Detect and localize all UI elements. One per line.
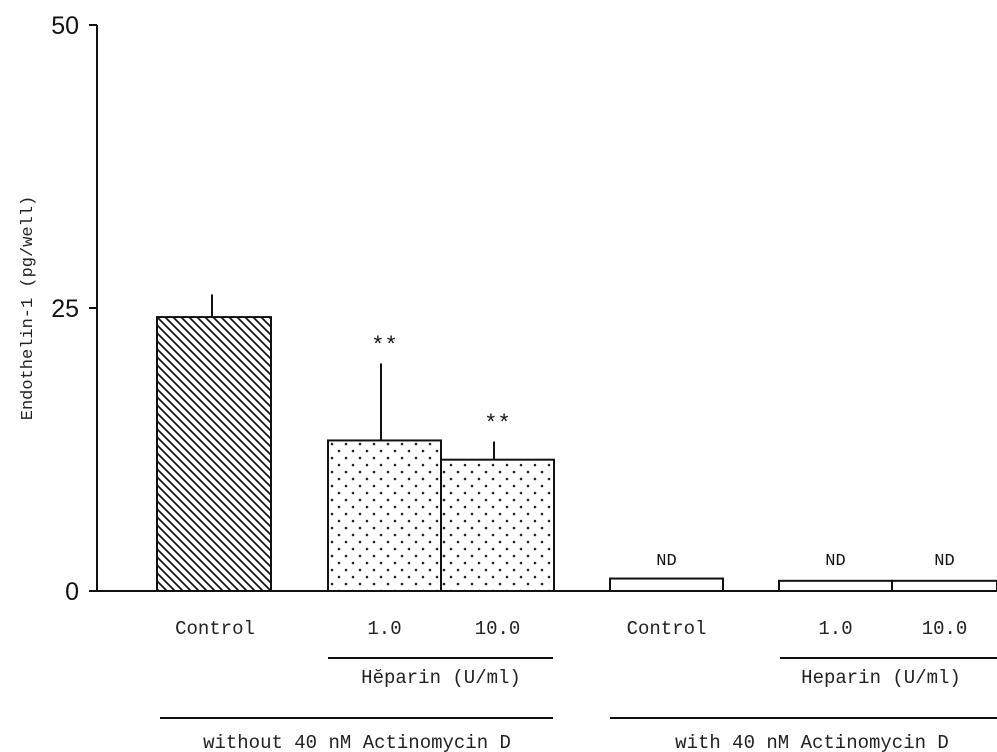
group-label-1: without 40 nM Actinomycin D [203, 732, 511, 752]
y-ticks: 0 25 50 [51, 12, 97, 606]
bar-2-1 [609, 577, 724, 592]
bar-1-2 [327, 439, 442, 592]
bar-1-3 [440, 458, 555, 592]
significance-marker: ** [371, 333, 397, 358]
y-tick-label: 50 [51, 12, 79, 40]
bar-1-1 [156, 316, 272, 592]
bar-2-3 [891, 579, 997, 593]
bars: ** ** ND ND ND [156, 294, 997, 593]
not-detected-label: ND [825, 552, 845, 571]
category-label: 10.0 [475, 618, 521, 640]
category-labels: Control 1.0 10.0 Control 1.0 10.0 [175, 618, 967, 640]
heparin-label-1: Hĕparin (U/ml) [361, 667, 521, 689]
significance-marker: ** [484, 412, 510, 437]
y-tick-label: 25 [51, 295, 79, 323]
y-tick-label: 0 [65, 578, 79, 606]
heparin-label-2: Heparin (U/ml) [801, 667, 961, 689]
group-label-2: with 40 nM Actinomycin D [675, 732, 949, 752]
category-label: 1.0 [818, 618, 852, 640]
category-label: 10.0 [922, 618, 968, 640]
bar-2-2 [778, 579, 893, 593]
category-label: Control [175, 618, 255, 640]
category-label: 1.0 [367, 618, 401, 640]
y-axis-label: Endothelin-1 (pg/well) [19, 196, 38, 420]
category-label: Control [627, 618, 707, 640]
not-detected-label: ND [656, 552, 676, 571]
not-detected-label: ND [934, 552, 954, 571]
